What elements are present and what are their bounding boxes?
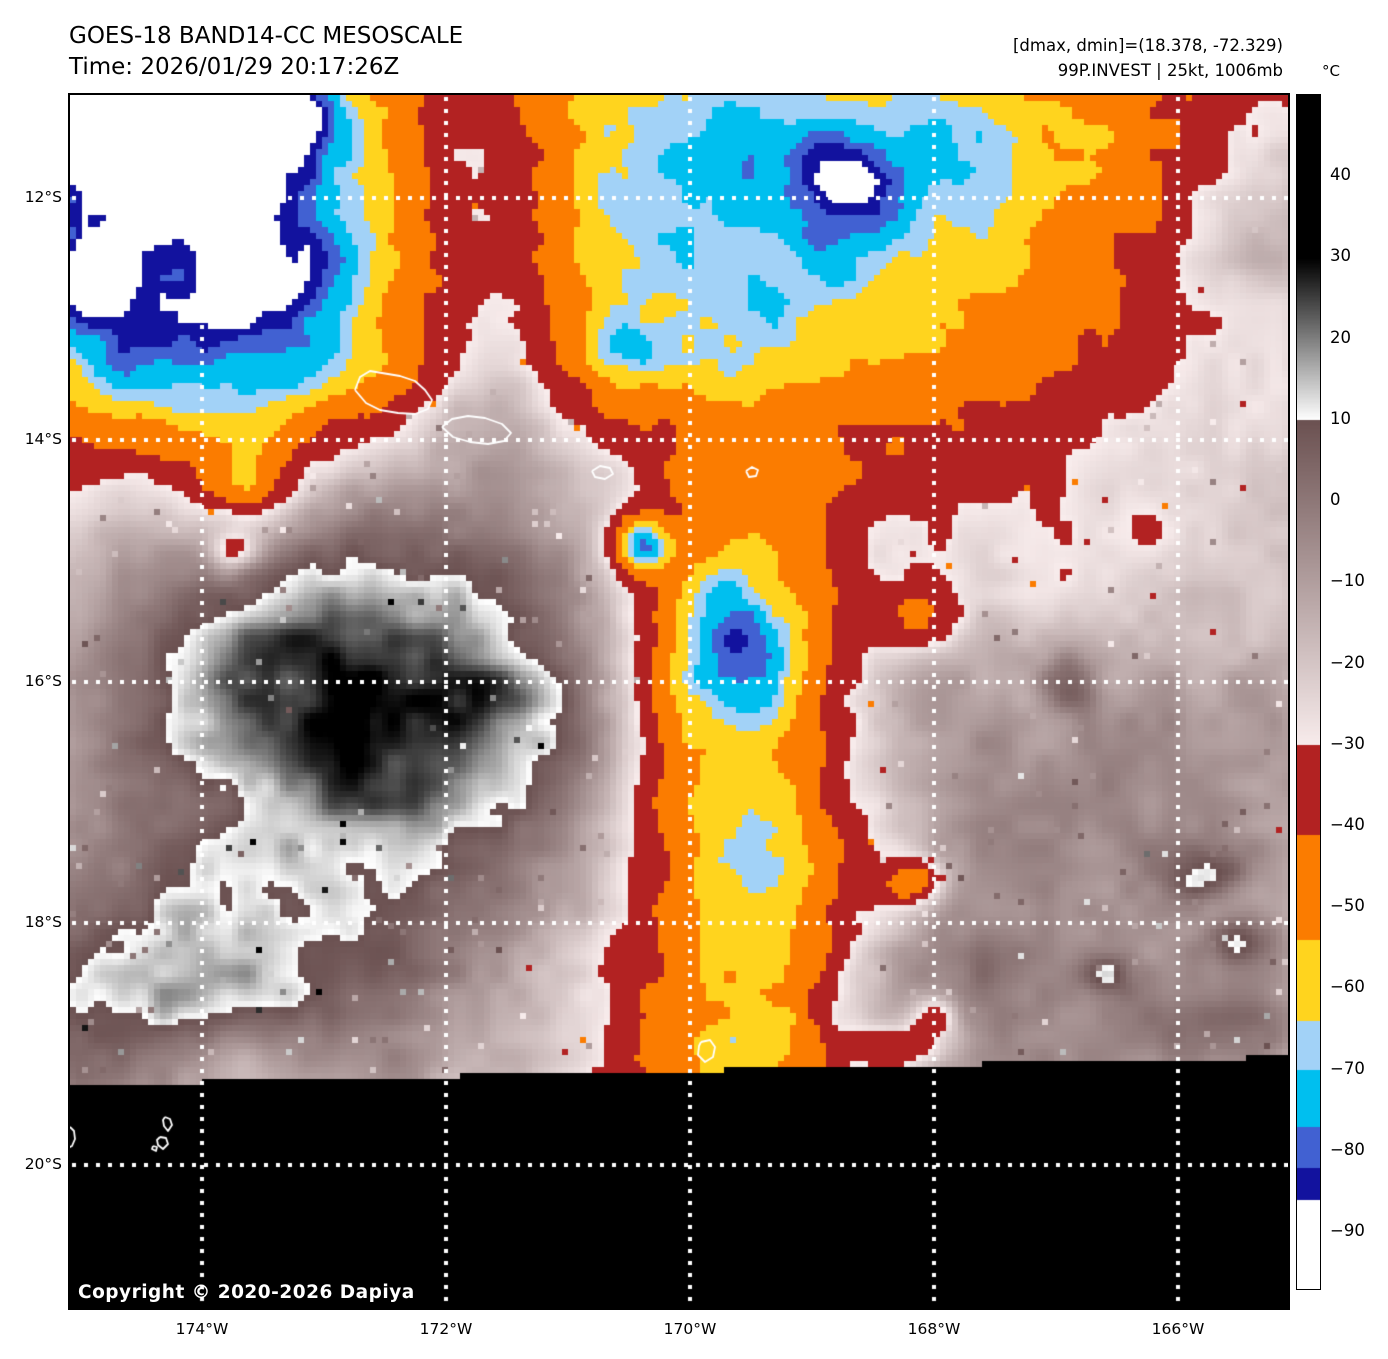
colorbar-tick-label: 30: [1330, 246, 1351, 266]
colorbar-tick-label: −60: [1330, 977, 1365, 997]
lon-tick-label: 168°W: [907, 1320, 961, 1338]
plot-title: GOES-18 BAND14-CC MESOSCALE: [69, 23, 464, 49]
lon-tick-label: 170°W: [663, 1320, 717, 1338]
colorbar-tick-label: −20: [1330, 652, 1365, 672]
colorbar-tick-label: −40: [1330, 815, 1365, 835]
colorbar-canvas: [1297, 95, 1320, 1289]
colorbar-tick-label: −90: [1330, 1221, 1365, 1241]
title-block: GOES-18 BAND14-CC MESOSCALE Time: 2026/0…: [69, 21, 463, 83]
colorbar-tick-label: 20: [1330, 327, 1351, 347]
colorbar-tick-label: −50: [1330, 896, 1365, 916]
colorbar-tick-label: −70: [1330, 1058, 1365, 1078]
annotation-storm-info: 99P.INVEST | 25kt, 1006mb: [1057, 61, 1283, 80]
lon-tick-label: 174°W: [175, 1320, 229, 1338]
lat-tick-label: 12°S: [24, 188, 62, 206]
colorbar: [1296, 94, 1321, 1290]
annotation-block: [dmax, dmin]=(18.378, -72.329) 99P.INVES…: [1013, 33, 1283, 83]
lat-tick-label: 18°S: [24, 913, 62, 931]
lat-tick-label: 20°S: [24, 1155, 62, 1173]
lat-tick-label: 14°S: [24, 430, 62, 448]
map-plot-area: Copyright © 2020-2026 Dapiya: [68, 93, 1290, 1310]
colorbar-tick-label: 10: [1330, 408, 1351, 428]
colorbar-tick-label: 40: [1330, 165, 1351, 185]
copyright-watermark: Copyright © 2020-2026 Dapiya: [78, 1282, 415, 1303]
lon-tick-label: 172°W: [419, 1320, 473, 1338]
colorbar-tick-label: −30: [1330, 733, 1365, 753]
lat-tick-label: 16°S: [24, 672, 62, 690]
plot-timestamp: Time: 2026/01/29 20:17:26Z: [69, 54, 400, 80]
lon-tick-label: 166°W: [1151, 1320, 1205, 1338]
annotation-dmax-dmin: [dmax, dmin]=(18.378, -72.329): [1013, 36, 1283, 55]
satellite-imagery-canvas: [70, 95, 1288, 1308]
colorbar-unit-label: °C: [1322, 62, 1340, 80]
colorbar-tick-label: −80: [1330, 1139, 1365, 1159]
colorbar-tick-label: −10: [1330, 571, 1365, 591]
colorbar-tick-label: 0: [1330, 490, 1341, 510]
